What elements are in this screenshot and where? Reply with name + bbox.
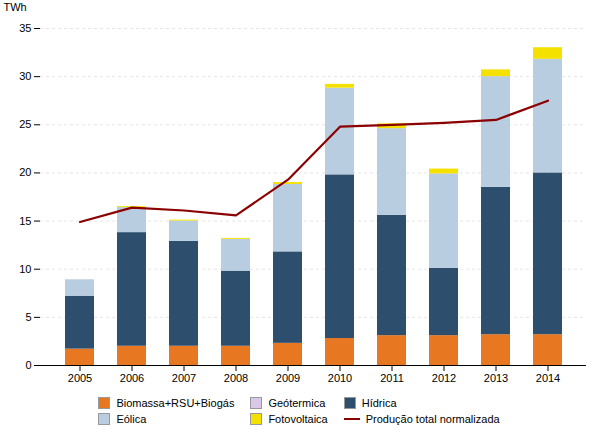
- svg-text:35: 35: [19, 22, 31, 34]
- svg-text:0: 0: [25, 359, 31, 371]
- svg-text:30: 30: [19, 70, 31, 82]
- html-text:Produção total normalizada: Produção total normalizada: [365, 413, 500, 425]
- html-text:Hídrica: Hídrica: [361, 397, 397, 409]
- svg-text:2005: 2005: [68, 372, 92, 384]
- svg-text:2009: 2009: [276, 372, 300, 384]
- svg-text:2014: 2014: [536, 372, 560, 384]
- svg-text:2012: 2012: [432, 372, 456, 384]
- svg-text:5: 5: [25, 311, 31, 323]
- svg-text:2008: 2008: [224, 372, 248, 384]
- html-text:Eólica: Eólica: [116, 413, 147, 425]
- svg-text:2013: 2013: [484, 372, 508, 384]
- html-text:Geótermica: Geótermica: [268, 397, 326, 409]
- svg-text:20: 20: [19, 166, 31, 178]
- svg-text:15: 15: [19, 215, 31, 227]
- svg-text:25: 25: [19, 118, 31, 130]
- html-text:Fotovoltaica: Fotovoltaica: [268, 413, 328, 425]
- svg-text:2006: 2006: [120, 372, 144, 384]
- svg-text:TWh: TWh: [4, 1, 27, 13]
- html-text:Biomassa+RSU+Biogás: Biomassa+RSU+Biogás: [116, 397, 235, 409]
- svg-text:2010: 2010: [328, 372, 352, 384]
- svg-text:2011: 2011: [380, 372, 404, 384]
- svg-text:2007: 2007: [172, 372, 196, 384]
- svg-text:10: 10: [19, 263, 31, 275]
